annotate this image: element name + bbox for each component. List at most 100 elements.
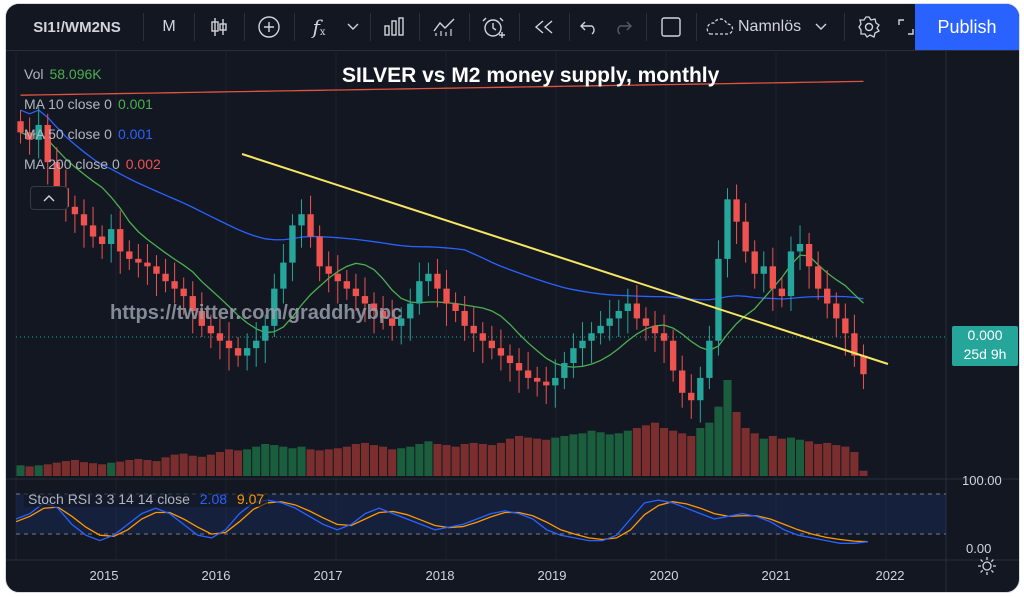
volume-bar [515, 436, 524, 476]
collapse-legend-button[interactable] [30, 186, 68, 210]
volume-bar [16, 465, 25, 476]
volume-bar [442, 445, 451, 476]
volume-bar [551, 437, 560, 476]
candle-body [742, 221, 749, 252]
candle-body [524, 370, 532, 378]
trendline-segment [241, 153, 889, 365]
ma10-line [20, 131, 864, 368]
candle-body [543, 381, 550, 386]
ma50-line [20, 109, 864, 301]
candle-body [398, 318, 405, 326]
candle-body [434, 273, 441, 289]
candle-body [452, 303, 459, 311]
volume-bar [369, 445, 379, 476]
alert-clock-icon[interactable] [474, 4, 514, 50]
replay-rewind-icon[interactable] [524, 4, 564, 50]
candle-body [243, 348, 251, 356]
volume-bars [16, 380, 868, 476]
candle-body [89, 225, 97, 237]
volume-bar [70, 460, 79, 476]
chart-title: SILVER vs M2 money supply, monthly [342, 64, 720, 87]
volume-bar [433, 444, 442, 476]
volume-bar [397, 448, 406, 476]
legend-ma10-value: 0.001 [117, 96, 153, 112]
price-tag: 0.000 25d 9h [952, 326, 1018, 366]
candle-body [144, 262, 151, 267]
chevron-down-icon[interactable] [339, 4, 367, 50]
volume-bar [116, 461, 125, 476]
watermark-text: https://twitter.com/graddhybpc [110, 302, 403, 324]
volume-bar [324, 449, 333, 476]
redo-icon[interactable] [606, 4, 640, 50]
toolbar-divider [194, 13, 195, 41]
x-axis-tick-label: 2017 [314, 568, 343, 583]
stoch-d-line [15, 501, 869, 543]
volume-bar [469, 442, 478, 476]
candle-body [488, 340, 496, 349]
candle-body [379, 310, 387, 319]
toolbar-divider [519, 13, 520, 41]
toolbar-divider [294, 13, 295, 41]
volume-bar [614, 433, 623, 476]
volume-bar [125, 460, 134, 476]
toolbar-divider [469, 13, 470, 41]
layout-name-label: Namnlös [738, 18, 802, 35]
candle-body [107, 229, 115, 244]
candle-body [842, 318, 849, 334]
undo-icon[interactable] [572, 4, 606, 50]
candle-body [135, 258, 142, 263]
candle-body [724, 199, 731, 259]
candles [17, 106, 867, 423]
candle-body [824, 288, 831, 304]
bar-countdown: 25d 9h [963, 346, 1007, 362]
volume-bar [460, 444, 469, 476]
compare-add-icon[interactable] [249, 4, 289, 50]
volume-bar [342, 446, 351, 476]
publish-button[interactable]: Publish [915, 4, 1019, 50]
x-axis-tick-label: 2015 [90, 568, 119, 583]
ideas-chart-icon[interactable] [424, 4, 464, 50]
volume-bar [34, 465, 43, 476]
candle-body [180, 288, 187, 297]
volume-bar [605, 434, 614, 476]
legend-ma200[interactable]: MA 200 close 0 0.002 [24, 156, 161, 172]
volume-bar [79, 462, 89, 476]
expand-icon[interactable] [894, 4, 918, 50]
legend-volume[interactable]: Vol 58.096K [24, 66, 102, 82]
volume-bar [152, 461, 161, 476]
toolbar-divider [143, 13, 144, 41]
toolbar-divider [370, 13, 371, 41]
volume-bar [243, 449, 252, 476]
candle-body [316, 236, 323, 267]
volume-bar [170, 454, 179, 476]
symbol-search-button[interactable]: SI1!/WM2NS [33, 18, 121, 36]
candle-body [26, 132, 33, 140]
settings-gear-icon[interactable] [849, 4, 889, 50]
fullscreen-square-icon[interactable] [651, 4, 691, 50]
candle-body [253, 340, 260, 349]
candle-body [697, 377, 704, 401]
candle-body [361, 296, 369, 304]
legend-ma10-label: MA 10 close 0 [24, 96, 112, 112]
candlestick-chart-icon[interactable] [199, 4, 239, 50]
financials-bar-icon[interactable] [374, 4, 414, 50]
candle-body [515, 363, 523, 371]
candle-body [796, 244, 804, 252]
candle-body [352, 288, 360, 297]
legend-ma10[interactable]: MA 10 close 0 0.001 [24, 96, 153, 112]
candle-body [370, 303, 378, 311]
toolbar-divider [646, 13, 647, 41]
candle-body [461, 310, 468, 326]
candle-body [44, 124, 51, 163]
time-axis-settings-icon[interactable] [969, 548, 1005, 584]
stoch-rsi-legend[interactable]: Stoch RSI 3 3 14 14 close 2.08 9.07 [24, 491, 269, 507]
layout-name-button[interactable]: Namnlös [702, 4, 840, 50]
legend-ma50[interactable]: MA 50 close 0 0.001 [24, 126, 153, 142]
volume-bar [505, 438, 515, 476]
candle-body [679, 370, 686, 393]
volume-bar [687, 436, 696, 476]
volume-bar [360, 442, 369, 476]
interval-button[interactable]: M [162, 18, 176, 35]
